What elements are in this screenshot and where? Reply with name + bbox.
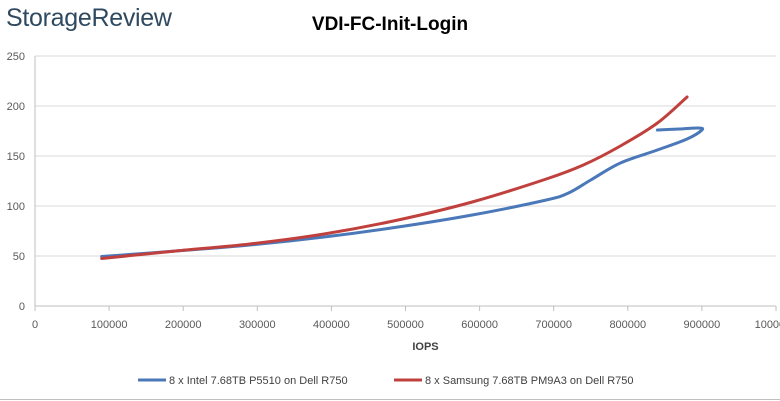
y-tick-label: 150 xyxy=(7,151,25,163)
chart-title: VDI-FC-Init-Login xyxy=(311,14,469,35)
frame-bottom-border xyxy=(0,399,780,400)
x-axis-label: IOPS xyxy=(412,341,438,353)
brand-logo: StorageReview xyxy=(6,4,172,32)
series-line-1 xyxy=(100,126,705,258)
y-tick-label: 0 xyxy=(19,301,25,313)
x-tick-label: 900000 xyxy=(684,319,721,331)
x-tick-label: 1000000 xyxy=(755,319,780,331)
legend: 8 x Intel 7.68TB P5510 on Dell R750 8 x S… xyxy=(138,375,634,387)
gridlines xyxy=(35,55,776,257)
legend-label-1: 8 x Intel 7.68TB P5510 on Dell R750 xyxy=(169,375,348,387)
x-tick-label: 0 xyxy=(32,319,38,331)
x-tick-label: 200000 xyxy=(165,319,202,331)
x-tick-label: 800000 xyxy=(609,319,646,331)
x-tick-label: 700000 xyxy=(535,319,572,331)
legend-label-2: 8 x Samsung 7.68TB PM9A3 on Dell R750 xyxy=(425,375,634,387)
x-tick-label: 300000 xyxy=(239,319,276,331)
y-tick-label: 250 xyxy=(7,51,25,63)
series-line-2 xyxy=(100,95,689,260)
y-tick-label: 50 xyxy=(13,251,25,263)
x-tick-label: 400000 xyxy=(313,319,350,331)
x-tick-label: 600000 xyxy=(461,319,498,331)
tick-labels: 0 50 100 150 200 250 0 100000 200000 300000 400000… xyxy=(7,51,780,331)
y-tick-label: 100 xyxy=(7,201,25,213)
plot-area xyxy=(100,95,705,260)
axes xyxy=(34,56,777,311)
x-tick-label: 500000 xyxy=(387,319,424,331)
x-tick-label: 100000 xyxy=(91,319,128,331)
y-tick-label: 200 xyxy=(7,101,25,113)
